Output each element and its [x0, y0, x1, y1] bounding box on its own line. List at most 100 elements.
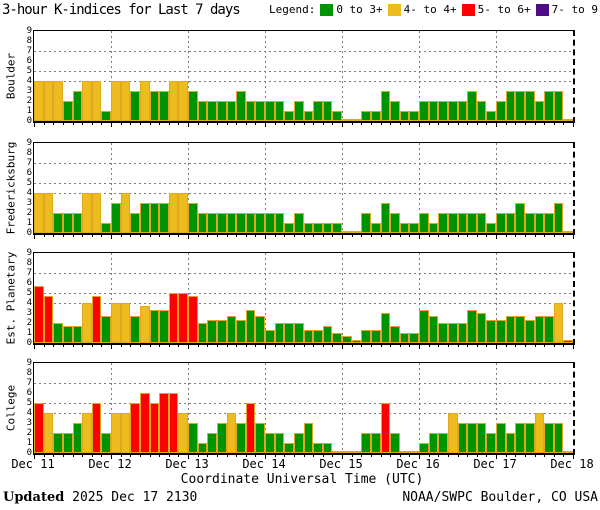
x-tick-mark	[111, 345, 112, 349]
k-index-bar	[399, 333, 410, 343]
k-index-bar	[486, 111, 496, 121]
x-tick-mark	[505, 235, 507, 237]
day-separator	[265, 143, 266, 233]
x-tick-mark	[293, 123, 295, 125]
x-tick-mark	[457, 123, 459, 125]
y-tick-label: 4	[26, 188, 32, 198]
x-tick-mark	[419, 455, 420, 459]
y-tick-label: 7	[26, 46, 32, 56]
x-axis-date-label: Dec 11	[11, 457, 55, 471]
x-tick-mark	[53, 455, 55, 457]
k-index-bar	[62, 101, 73, 121]
k-index-bar	[332, 223, 342, 233]
k-index-bar	[438, 101, 448, 121]
x-tick-mark	[168, 455, 170, 457]
x-tick-mark	[399, 235, 401, 237]
x-tick-mark	[438, 345, 440, 347]
k-index-bar	[534, 316, 545, 343]
k-index-bar	[467, 213, 477, 233]
k-index-bar	[120, 413, 131, 453]
y-tick-label: 4	[26, 298, 32, 308]
page-title: 3-hour K-indices for Last 7 days	[2, 2, 241, 18]
legend-swatch	[535, 3, 549, 16]
k-index-bar	[505, 316, 516, 343]
x-tick-mark	[476, 123, 478, 125]
x-tick-mark	[226, 345, 228, 347]
x-tick-mark	[265, 235, 266, 239]
k-index-bar	[236, 213, 246, 233]
x-tick-mark	[303, 123, 305, 125]
x-tick-mark	[188, 455, 189, 459]
x-tick-mark	[101, 455, 103, 457]
x-tick-mark	[342, 235, 343, 239]
k-index-bar	[274, 323, 285, 343]
k-index-bar	[101, 111, 111, 121]
x-axis-date-label: Dec 17	[473, 457, 517, 471]
k-index-bar	[130, 316, 140, 343]
x-tick-mark	[72, 123, 74, 125]
legend-item: 7- to 9	[535, 3, 598, 16]
k-index-bar	[457, 423, 468, 453]
x-tick-mark	[168, 123, 170, 125]
x-tick-mark	[342, 455, 343, 459]
k-index-bar	[43, 193, 54, 233]
x-tick-mark	[34, 123, 35, 127]
gridline-k4	[34, 413, 573, 414]
x-tick-mark	[72, 455, 74, 457]
k-index-bar	[188, 296, 198, 343]
credit-text: NOAA/SWPC Boulder, CO USA	[402, 490, 598, 505]
k-index-bar	[274, 433, 285, 453]
x-tick-mark	[476, 345, 478, 347]
x-tick-mark	[399, 455, 401, 457]
k-index-bar	[178, 413, 188, 453]
x-tick-mark	[274, 345, 276, 347]
k-index-bar	[101, 316, 111, 343]
y-tick-label: 9	[26, 26, 32, 36]
x-tick-mark	[82, 455, 84, 457]
k-index-bar	[361, 433, 371, 453]
k-index-bar	[332, 451, 342, 453]
x-tick-mark	[486, 123, 488, 125]
k-index-bar	[553, 303, 564, 343]
x-tick-mark	[178, 345, 180, 347]
x-tick-mark	[303, 235, 305, 237]
x-tick-mark	[101, 123, 103, 125]
k-index-bar	[43, 296, 54, 343]
x-tick-mark	[573, 455, 574, 459]
k-index-bar	[120, 193, 131, 233]
panel-est-planetary: 0 1 2 3 4 5 6 7 8 9 Est. Planetary	[5, 248, 575, 349]
x-tick-mark	[486, 235, 488, 237]
x-tick-mark	[332, 455, 334, 457]
k-index-bar	[284, 443, 294, 453]
x-tick-mark	[274, 123, 276, 125]
k-index-bar	[284, 111, 294, 121]
x-axis-date-label: Dec 18	[550, 457, 594, 471]
k-index-bar	[130, 213, 140, 233]
k-index-bar	[293, 101, 304, 121]
k-index-bar	[467, 310, 477, 343]
k-index-bar	[370, 330, 381, 343]
k-index-bar	[399, 223, 410, 233]
y-tick-label: 0	[26, 338, 32, 348]
x-tick-mark	[178, 235, 180, 237]
x-tick-mark	[447, 455, 449, 457]
x-axis-date-label: Dec 14	[242, 457, 286, 471]
k-index-bar	[236, 91, 246, 121]
k-index-bar	[168, 81, 179, 121]
x-tick-mark	[313, 123, 315, 125]
x-tick-mark	[370, 455, 372, 457]
gridline-k7	[34, 51, 573, 52]
x-tick-mark	[245, 235, 247, 237]
x-tick-mark	[178, 123, 180, 125]
x-tick-mark	[245, 123, 247, 125]
x-tick-mark	[563, 123, 565, 125]
k-index-bar	[351, 340, 362, 343]
k-index-bar	[111, 81, 121, 121]
x-tick-mark	[409, 455, 411, 457]
day-separator	[111, 143, 112, 233]
k-index-bar	[447, 323, 458, 343]
x-tick-mark	[419, 235, 420, 239]
x-tick-mark	[457, 345, 459, 347]
x-tick-mark	[130, 235, 132, 237]
k-index-bar	[313, 330, 323, 343]
